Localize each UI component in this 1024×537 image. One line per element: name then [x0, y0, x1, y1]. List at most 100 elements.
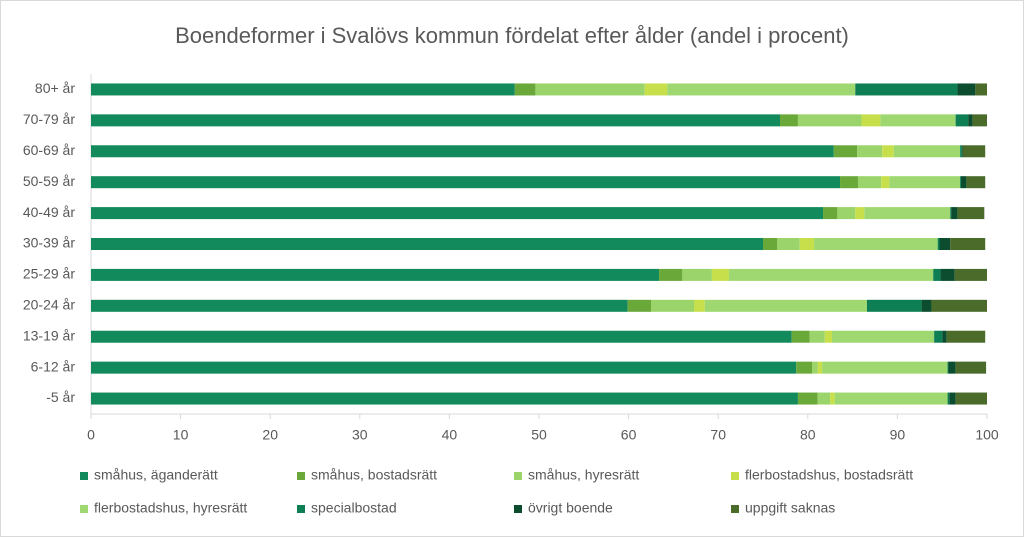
bar-segment: [955, 361, 987, 374]
bar-segment: [91, 238, 763, 250]
bar-segment: [968, 114, 973, 127]
bar-segment: [682, 268, 712, 281]
bar-segment: [866, 299, 922, 312]
bar-segment: [694, 299, 705, 312]
bar-segment: [834, 392, 948, 405]
bar-segment: [809, 330, 825, 343]
bar-segment: [830, 392, 835, 405]
bar-segment: [950, 238, 986, 250]
bar-segment: [893, 145, 961, 158]
legend-swatch: [297, 472, 305, 480]
bar-segment: [947, 361, 949, 374]
bar-segment: [837, 207, 856, 220]
x-tick-label: 30: [352, 427, 368, 443]
bar-segment: [934, 330, 943, 343]
x-tick-label: 40: [442, 427, 458, 443]
x-tick-label: 60: [621, 427, 637, 443]
bar-segment: [814, 238, 938, 250]
x-tick-label: 10: [173, 427, 189, 443]
bar-segment: [972, 114, 987, 127]
bar-segment: [91, 176, 841, 189]
x-tick-label: 20: [262, 427, 278, 443]
bar-segment: [947, 392, 950, 405]
bar-segment: [857, 176, 882, 189]
legend-label: småhus, bostadsrätt: [311, 467, 437, 483]
y-tick-label: 20-24 år: [23, 297, 75, 313]
bar-segment: [960, 145, 962, 158]
bar-segment: [957, 83, 976, 96]
x-tick-label: 0: [87, 427, 95, 443]
bar-segment: [704, 299, 867, 312]
bar-segment: [949, 392, 956, 405]
bar-segment: [791, 330, 810, 343]
bar-segment: [822, 361, 948, 374]
bar-segment: [817, 361, 823, 374]
legend-label: specialbostad: [311, 500, 397, 516]
bar-segment: [831, 330, 935, 343]
bar-segment: [962, 145, 986, 158]
bar-segment: [948, 361, 956, 374]
y-tick-label: 6-12 år: [31, 358, 76, 374]
bar-segment: [91, 361, 797, 374]
y-tick-label: 25-29 år: [23, 266, 75, 282]
bar-segment: [823, 207, 838, 220]
legend-swatch: [297, 505, 305, 513]
bar-segment: [939, 238, 951, 250]
bar-segment: [955, 392, 987, 405]
y-tick-label: 40-49 år: [23, 204, 75, 220]
y-tick-label: 70-79 år: [23, 111, 75, 127]
bar-segment: [797, 392, 818, 405]
bar-segment: [961, 145, 963, 158]
bar-segment: [840, 176, 858, 189]
bar-segment: [950, 207, 952, 220]
bar-segment: [966, 176, 986, 189]
bar-segment: [933, 268, 941, 281]
bar-segment: [861, 114, 881, 127]
legend-label: småhus, äganderätt: [94, 467, 218, 483]
bar-segment: [91, 268, 660, 281]
bar-segment: [91, 83, 515, 96]
legend-swatch: [514, 472, 522, 480]
bar-segment: [728, 268, 934, 281]
bar-segment: [627, 299, 651, 312]
bar-segment: [960, 176, 962, 189]
legend-label: småhus, hyresrätt: [528, 467, 639, 483]
y-tick-label: 30-39 år: [23, 235, 75, 251]
legend-label: flerbostadshus, bostadsrätt: [745, 467, 913, 483]
bar-segment: [91, 114, 781, 127]
bar-segment: [780, 114, 798, 127]
bar-segment: [955, 114, 969, 127]
bar-segment: [812, 361, 818, 374]
bar-segment: [946, 330, 986, 343]
bar-segment: [864, 207, 951, 220]
bar-segment: [824, 330, 832, 343]
bar-segment: [659, 268, 683, 281]
bar-segment: [889, 176, 961, 189]
legend-swatch: [731, 505, 739, 513]
bar-segment: [644, 83, 668, 96]
bar-segment: [91, 145, 834, 158]
bar-segment: [667, 83, 856, 96]
bar-segment: [881, 176, 890, 189]
legend-label: flerbostadshus, hyresrätt: [94, 500, 247, 516]
x-tick-label: 90: [890, 427, 906, 443]
bar-segment: [880, 114, 956, 127]
y-tick-label: 13-19 år: [23, 327, 75, 343]
bar-segment: [799, 238, 815, 250]
bar-segment: [763, 238, 778, 250]
x-tick-label: 50: [531, 427, 547, 443]
bar-segment: [937, 238, 940, 250]
bar-segment: [796, 361, 813, 374]
bar-segment: [833, 145, 858, 158]
bar-segment: [91, 392, 798, 405]
legend-swatch: [514, 505, 522, 513]
bar-segment: [942, 330, 947, 343]
chart-title: Boendeformer i Svalövs kommun fördelat e…: [175, 23, 849, 48]
legend-label: uppgift saknas: [745, 500, 835, 516]
bar-segment: [711, 268, 729, 281]
bar-segment: [777, 238, 800, 250]
bar-segment: [961, 176, 967, 189]
y-tick-label: -5 år: [46, 389, 75, 405]
bar-segment: [954, 268, 987, 281]
bar-segment: [940, 268, 955, 281]
